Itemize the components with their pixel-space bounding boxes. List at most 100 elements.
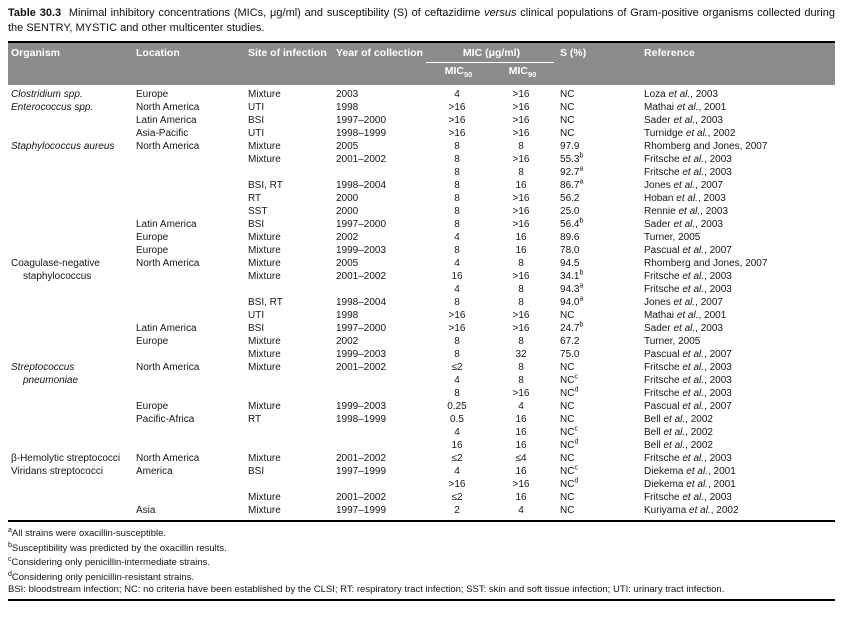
cell-location: North America: [136, 453, 200, 465]
cell-location: Asia: [136, 505, 156, 517]
cell-mic90: 4: [518, 401, 524, 413]
cell-site: UTI: [248, 102, 265, 114]
cell-location: Latin America: [136, 323, 197, 335]
cell-year: 1998: [336, 102, 359, 114]
cell-susceptibility: 56.4b: [560, 217, 584, 231]
cell-year: 1998–2004: [336, 180, 387, 192]
cell-site: RT: [248, 414, 262, 426]
cell-susceptibility: NCd: [560, 477, 579, 491]
footnote-marker: d: [574, 386, 579, 394]
table-row: 4 16 NCc Bell et al., 2002: [8, 426, 835, 439]
cell-organism: Coagulase-negative staphylococcus: [11, 258, 100, 283]
footnote-marker: b: [579, 217, 584, 225]
cell-organism: [8, 153, 130, 166]
footnote-marker: d: [8, 571, 12, 579]
header-mic50: MIC50: [426, 62, 488, 86]
cell-mic90: 8: [518, 362, 524, 374]
cell-location: [130, 387, 242, 400]
cell-location: [130, 192, 242, 205]
cell-location: [130, 153, 242, 166]
footnote-marker: c: [574, 464, 578, 472]
cell-reference: Rennie et al., 2003: [644, 206, 728, 218]
cell-mic50: 8: [454, 141, 460, 153]
cell-location: Europe: [136, 245, 169, 257]
cell-susceptibility: 25.0: [560, 206, 580, 218]
cell-site: BSI: [248, 115, 265, 127]
cell-reference: Hoban et al., 2003: [644, 193, 726, 205]
cell-susceptibility: 86.7a: [560, 178, 584, 192]
cell-mic90: 8: [518, 258, 524, 270]
cell-mic50: >16: [448, 115, 466, 127]
cell-reference: Bell et al., 2002: [644, 427, 713, 439]
table-row: Asia-Pacific UTI 1998–1999 >16 >16 NC Turnidge…: [8, 127, 835, 140]
cell-reference: Bell et al., 2002: [644, 414, 713, 426]
cell-susceptibility: NCd: [560, 386, 579, 400]
table-row: Europe Mixture 1999–2003 0.25 4 NC Pascual et …: [8, 400, 835, 413]
cell-site: Mixture: [248, 492, 281, 504]
table-row: Mixture 2001–2002 ≤2 16 NC Fritsche et al., 2…: [8, 491, 835, 504]
table-row: Latin America BSI 1997–2000 >16 >16 24.7b Sade…: [8, 322, 835, 335]
footnote-item: aAll strains were oxacillin-susceptible.: [8, 527, 167, 540]
cell-mic90: 4: [518, 505, 524, 517]
cell-mic90: 16: [515, 427, 527, 439]
cell-site: [242, 478, 330, 491]
cell-susceptibility: 75.0: [560, 349, 580, 361]
cell-susceptibility: 97.9: [560, 141, 580, 153]
cell-year: 2001–2002: [336, 492, 387, 504]
table-row: Mixture 2001–2002 16 >16 34.1b Fritsche et al…: [8, 270, 835, 283]
table-row: >16 >16 NCd Diekema et al., 2001: [8, 478, 835, 491]
mic50-subscript: 50: [463, 69, 473, 79]
table-row: Coagulase-negative staphylococcus North A…: [8, 257, 835, 282]
cell-mic90: 16: [515, 180, 527, 192]
table-row: 8 >16 NCd Fritsche et al., 2003: [8, 387, 835, 400]
cell-susceptibility: NC: [560, 89, 575, 101]
cell-mic90: 16: [515, 492, 527, 504]
table-row: Europe Mixture 1999–2003 8 16 78.0 Pascual et …: [8, 244, 835, 257]
cell-location: [130, 205, 242, 218]
cell-organism: [8, 335, 130, 348]
cell-location: North America: [136, 141, 200, 153]
footnote-marker: b: [579, 321, 584, 329]
cell-location: Europe: [136, 232, 169, 244]
table-row: BSI, RT 1998–2004 8 8 94.0a Jones et al., 200…: [8, 296, 835, 309]
cell-reference: Fritsche et al., 2003: [644, 362, 732, 374]
footnote-item: dConsidering only penicillin-resistant s…: [8, 571, 195, 584]
cell-mic50: 8: [454, 180, 460, 192]
cell-susceptibility: 94.3a: [560, 282, 584, 296]
abbreviations: BSI: bloodstream infection; NC: no crite…: [8, 583, 725, 595]
table-row: 4 8 94.3a Fritsche et al., 2003: [8, 283, 835, 296]
cell-mic90: ≤4: [515, 453, 527, 465]
table-row: BSI, RT 1998–2004 8 16 86.7a Jones et al., 20…: [8, 179, 835, 192]
cell-susceptibility: 34.1b: [560, 269, 584, 283]
cell-mic50: 8: [454, 167, 460, 179]
cell-organism: Clostridium spp.: [11, 89, 83, 101]
cell-susceptibility: NC: [560, 115, 575, 127]
cell-reference: Mathai et al., 2001: [644, 102, 727, 114]
cell-reference: Jones et al., 2007: [644, 297, 723, 309]
cell-location: [130, 374, 242, 387]
table-row: 8 8 92.7a Fritsche et al., 2003: [8, 166, 835, 179]
footnote-marker: d: [574, 477, 579, 485]
caption-text-after: clinical populations of Gram-positive or…: [8, 7, 835, 34]
header-mic90: MIC90: [488, 62, 555, 86]
cell-mic90: 8: [518, 141, 524, 153]
cell-reference: Turner, 2005: [644, 336, 701, 348]
cell-susceptibility: NC: [560, 505, 575, 517]
cell-location: Pacific-Africa: [136, 414, 195, 426]
cell-location: North America: [136, 258, 200, 270]
cell-mic90: 8: [518, 375, 524, 387]
cell-site: BSI, RT: [248, 297, 283, 309]
cell-site: [242, 374, 330, 387]
cell-location: [130, 283, 242, 296]
cell-site: Mixture: [248, 362, 281, 374]
cell-year: 2005: [336, 141, 359, 153]
cell-organism: [8, 322, 130, 335]
cell-year: [330, 283, 426, 296]
table-row: Viridans streptococci America BSI 1997–1999…: [8, 465, 835, 478]
cell-mic50: 8: [454, 245, 460, 257]
cell-site: UTI: [248, 310, 265, 322]
cell-site: RT: [248, 193, 262, 205]
cell-organism: [8, 231, 130, 244]
cell-year: [330, 166, 426, 179]
cell-organism: β-Hemolytic streptococci: [11, 453, 121, 465]
